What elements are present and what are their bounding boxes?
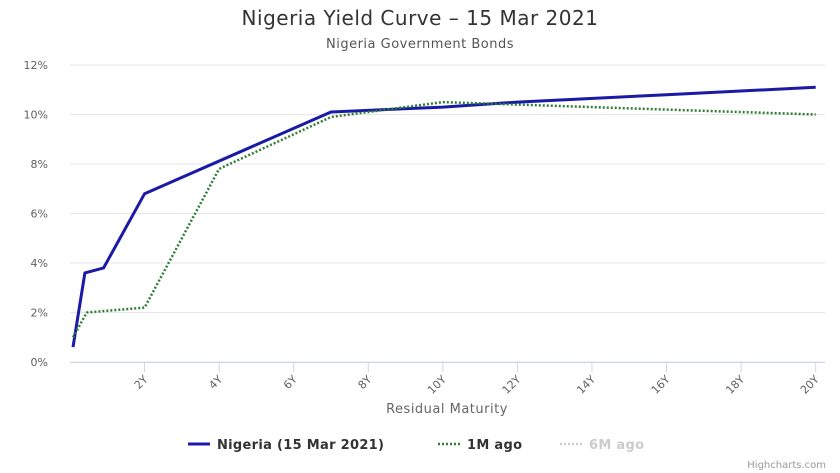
series-line-1[interactable] bbox=[71, 100, 816, 338]
grid-lines bbox=[70, 64, 825, 363]
y-axis-labels: 0% 2% 4% 6% 8% 10% 12% bbox=[24, 59, 48, 369]
x-tick-label: 20Y bbox=[798, 373, 822, 397]
y-tick-label: 0% bbox=[31, 356, 48, 369]
legend-item-0[interactable]: Nigeria (15 Mar 2021) bbox=[188, 438, 384, 453]
x-tick-label: 12Y bbox=[500, 373, 524, 397]
legend-item-2[interactable]: 6M ago bbox=[560, 438, 644, 453]
x-axis-labels: 2Y 4Y 6Y 8Y 10Y 12Y 14Y 16Y 18Y 20Y bbox=[132, 373, 822, 397]
chart-subtitle: Nigeria Government Bonds bbox=[326, 37, 514, 52]
x-tick-label: 2Y bbox=[132, 373, 151, 392]
series-line-0[interactable] bbox=[71, 85, 816, 348]
y-tick-label: 2% bbox=[31, 307, 48, 320]
legend-label: Nigeria (15 Mar 2021) bbox=[217, 438, 384, 453]
credits-link[interactable]: Highcharts.com bbox=[747, 460, 826, 471]
x-tick-label: 14Y bbox=[574, 373, 598, 397]
x-tick-label: 4Y bbox=[206, 373, 225, 392]
x-axis-title: Residual Maturity bbox=[386, 402, 508, 417]
chart-title: Nigeria Yield Curve – 15 Mar 2021 bbox=[242, 6, 599, 30]
x-tick-label: 8Y bbox=[355, 373, 374, 392]
legend: Nigeria (15 Mar 2021) 1M ago 6M ago bbox=[188, 438, 644, 453]
x-tick-label: 16Y bbox=[649, 373, 673, 397]
x-tick-label: 18Y bbox=[723, 373, 747, 397]
y-tick-label: 8% bbox=[31, 158, 48, 171]
y-tick-label: 4% bbox=[31, 257, 48, 270]
y-tick-label: 10% bbox=[24, 109, 48, 122]
legend-label: 1M ago bbox=[467, 438, 522, 453]
series-lines bbox=[71, 85, 816, 348]
y-tick-label: 12% bbox=[24, 59, 48, 72]
x-tick-label: 10Y bbox=[425, 373, 449, 397]
y-tick-label: 6% bbox=[31, 208, 48, 221]
x-axis-ticks bbox=[144, 362, 817, 372]
legend-label: 6M ago bbox=[589, 438, 644, 453]
legend-item-1[interactable]: 1M ago bbox=[438, 438, 522, 453]
x-tick-label: 6Y bbox=[281, 373, 300, 392]
